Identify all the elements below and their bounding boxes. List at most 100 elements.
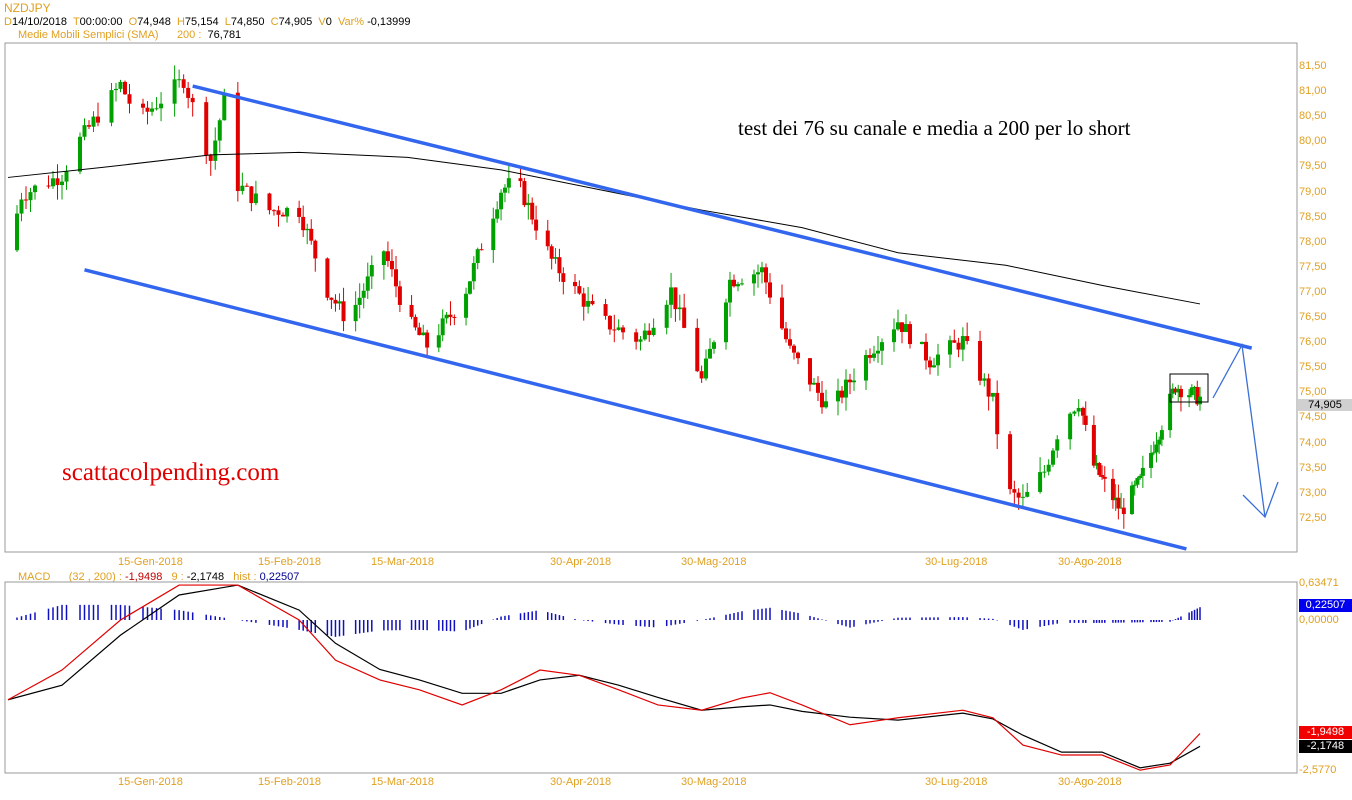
candle-body (244, 185, 249, 187)
candle-body (87, 125, 91, 127)
candle-body (1176, 388, 1181, 393)
candle-body (900, 322, 904, 332)
candle-body (561, 273, 566, 282)
candle-body (586, 300, 591, 307)
candle-body (1178, 388, 1183, 398)
candle-body (33, 185, 37, 193)
candle-body (1113, 497, 1118, 501)
candle-body (995, 392, 1000, 435)
macd-axis-label: -1,9498 (1299, 726, 1352, 739)
time-tick: 30-Apr-2018 (550, 556, 612, 568)
candle-body (1083, 415, 1088, 425)
candle-body (385, 251, 390, 261)
candle-body (177, 79, 182, 81)
candle-body (19, 199, 24, 214)
signal-label: 9 : (171, 571, 184, 583)
candle-body (1135, 478, 1140, 485)
candle-body (920, 341, 924, 345)
candle-body (518, 178, 523, 182)
candle-body (712, 342, 716, 349)
candle-body (812, 382, 816, 385)
macd-panel-frame (4, 581, 1298, 774)
macd-axis-zero: 0,00000 (1299, 614, 1339, 626)
candle-body (1149, 452, 1154, 468)
time-tick: 15-Gen-2018 (118, 556, 183, 568)
candle-body (397, 286, 402, 305)
macd-readout: MACD (32 , 200) : -1,9498 9 : -2,1748 hi… (18, 571, 299, 584)
candle-body (1055, 439, 1060, 451)
candle-body (249, 186, 254, 204)
candle-body (824, 401, 828, 408)
price-tick: 77,00 (1299, 286, 1327, 298)
candle-body (82, 125, 87, 137)
time-value: 00:00:00 (79, 16, 123, 28)
candle-body (1016, 492, 1021, 498)
candle-body (553, 257, 558, 259)
price-panel-frame (4, 42, 1298, 553)
candle-body (612, 329, 617, 331)
candle-body (172, 79, 177, 104)
high-value: 75,154 (184, 16, 219, 28)
candle-body (557, 257, 562, 274)
candle-body (1159, 430, 1164, 440)
candle-body (1046, 464, 1051, 472)
candle-body (213, 140, 218, 161)
h-label: H (176, 16, 185, 28)
candle-body (1121, 507, 1126, 515)
candle-body (1129, 485, 1134, 515)
candle-body (682, 307, 687, 328)
candle-body (1170, 388, 1175, 394)
candle-body (808, 358, 812, 385)
channel-upper-line (192, 84, 1253, 350)
candle-body (872, 353, 876, 358)
candle-body (413, 316, 418, 328)
candle-body (1068, 413, 1073, 440)
candle-body (1091, 424, 1096, 466)
candle-body (836, 390, 840, 402)
candle-body (864, 355, 868, 381)
candle-body (1116, 497, 1121, 509)
candle-body (990, 392, 995, 397)
candle-body (452, 316, 457, 318)
v-label: V (318, 16, 326, 28)
open-value: 74,948 (137, 16, 171, 28)
candle-body (768, 282, 772, 298)
time-tick: 15-Feb-2018 (258, 776, 321, 788)
candle-body (141, 103, 145, 108)
candle-body (235, 92, 240, 192)
date-value: 14/10/2018 (11, 16, 68, 28)
candle-body (1151, 452, 1156, 454)
candle-body (892, 329, 896, 343)
candle-body (381, 251, 386, 266)
candle-body (844, 379, 848, 398)
candle-body (651, 327, 656, 336)
candle-body (1012, 489, 1017, 493)
price-tick: 73,00 (1299, 487, 1327, 499)
candle-body (820, 392, 824, 408)
candle-body (1038, 472, 1043, 492)
candle-body (1008, 434, 1013, 490)
candle-body (1110, 478, 1115, 501)
macd-axis-max: 0,63471 (1299, 577, 1339, 589)
candle-body (1187, 395, 1192, 398)
candle-body (281, 214, 285, 217)
sma-label: Medie Mobili Semplici (SMA) (18, 29, 159, 41)
time-tick: 15-Mar-2018 (371, 556, 434, 568)
candle-body (573, 281, 577, 287)
candle-body (222, 92, 227, 121)
candle-body (409, 304, 414, 317)
candle-body (952, 340, 957, 343)
candle-body (357, 297, 362, 305)
candle-body (549, 246, 554, 259)
candle-body (114, 88, 118, 91)
candle-body (365, 276, 370, 291)
c-label: C (270, 16, 279, 28)
candle-body (186, 87, 191, 98)
candle-body (764, 267, 768, 283)
candle-body (96, 116, 100, 123)
candle-body (475, 249, 480, 264)
candle-body (389, 260, 394, 270)
candle-body (982, 378, 987, 381)
candle-body (1025, 491, 1030, 497)
